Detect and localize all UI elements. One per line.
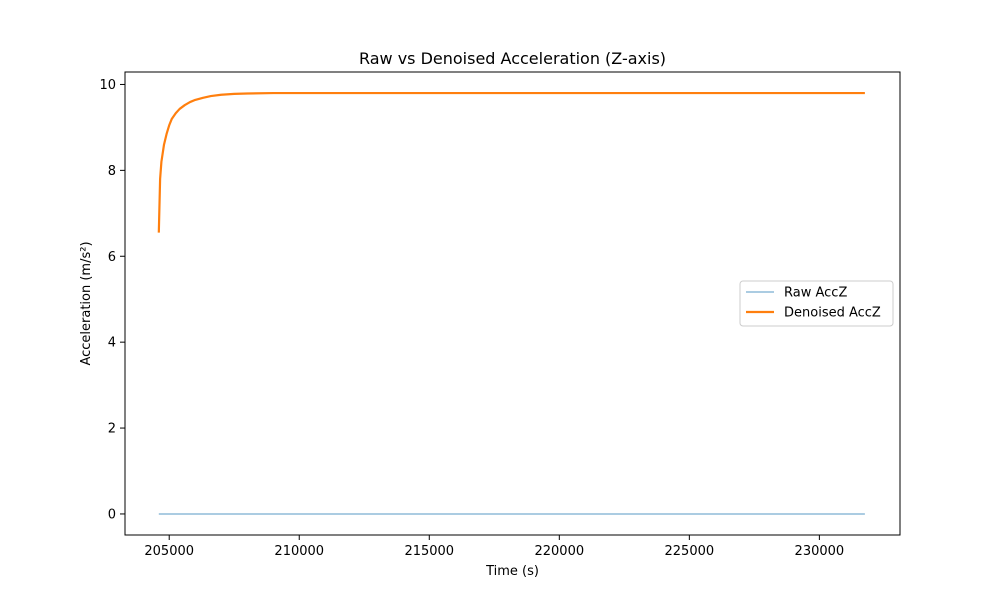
- y-tick-label: 0: [108, 507, 116, 522]
- y-tick-label: 6: [108, 250, 116, 265]
- x-tick-label: 205000: [144, 544, 194, 559]
- y-tick-label: 2: [108, 422, 116, 437]
- y-axis-label: Acceleration (m/s²): [79, 241, 94, 365]
- plot-area: [157, 91, 865, 515]
- y-tick-label: 8: [108, 164, 116, 179]
- series-line-denoised-accz: [157, 91, 865, 233]
- x-tick-label: 215000: [404, 544, 454, 559]
- x-tick-label: 225000: [665, 544, 715, 559]
- x-tick-label: 210000: [274, 544, 324, 559]
- y-tick-label: 4: [108, 336, 116, 351]
- axis-ticks: 205000 210000 215000 220000 225000 230000 0 2 4 6…: [99, 78, 844, 559]
- legend-label: Raw AccZ: [784, 286, 847, 301]
- chart-title: Raw vs Denoised Acceleration (Z-axis): [359, 49, 666, 68]
- legend: Raw AccZ Denoised AccZ: [739, 280, 894, 327]
- x-tick-label: 220000: [534, 544, 584, 559]
- x-tick-label: 230000: [795, 544, 845, 559]
- y-tick-label: 10: [99, 78, 116, 93]
- legend-label: Denoised AccZ: [784, 306, 881, 321]
- plot-frame: [124, 71, 901, 536]
- x-axis-label: Time (s): [485, 564, 539, 579]
- legend-box: [739, 280, 894, 327]
